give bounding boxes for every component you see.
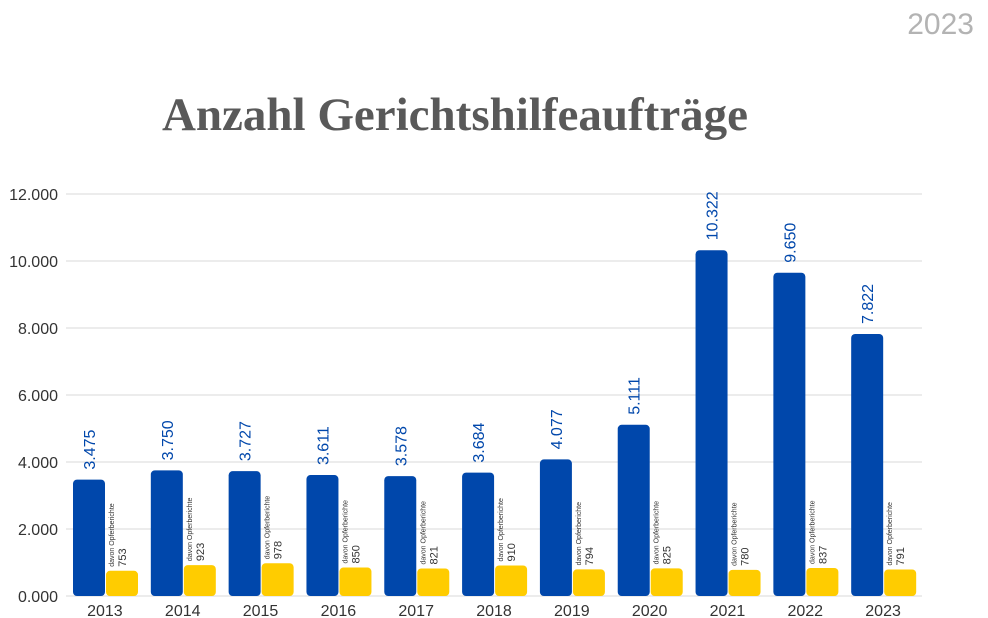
bar-opferberichte-value-label: 923 <box>195 543 207 561</box>
bar-total <box>306 475 339 596</box>
bar-total <box>73 479 105 596</box>
x-tick-label: 2013 <box>87 603 123 618</box>
x-tick-label: 2020 <box>632 603 668 618</box>
bar-opferberichte <box>106 570 138 596</box>
bar-opferberichte-value-label: 791 <box>895 547 907 565</box>
y-tick-label: 4.000 <box>18 455 58 472</box>
bar-total <box>695 250 728 596</box>
bar-opferberichte <box>183 565 216 596</box>
y-tick-label: 2.000 <box>18 522 58 539</box>
bar-opferberichte <box>806 567 839 596</box>
bar-opferberichte <box>417 568 450 596</box>
bar-opferberichte-prefix-label: davon Opferberichte <box>809 500 816 564</box>
y-tick-label: 0.000 <box>18 589 58 606</box>
bar-opferberichte-prefix-label: davon Opferberichte <box>265 496 272 560</box>
bar-total <box>539 459 572 596</box>
bar-total <box>773 272 806 596</box>
bar-total <box>150 470 183 596</box>
bar-total-value-label: 7.822 <box>860 284 877 324</box>
corner-year-label: 2023 <box>907 8 974 41</box>
bar-opferberichte-prefix-label: davon Opferberichte <box>187 498 194 562</box>
bar-opferberichte <box>728 569 761 596</box>
bar-total-value-label: 3.750 <box>160 420 177 460</box>
bar-total-value-label: 3.611 <box>315 426 332 465</box>
bar-opferberichte-prefix-label: davon Opferberichte <box>732 502 739 566</box>
x-tick-label: 2019 <box>554 603 590 618</box>
x-tick-label: 2014 <box>165 603 201 618</box>
bar-total-value-label: 10.322 <box>705 191 722 240</box>
x-tick-label: 2018 <box>476 603 512 618</box>
bar-opferberichte-value-label: 821 <box>428 546 440 564</box>
bar-opferberichte-value-label: 753 <box>117 548 129 566</box>
bar-total <box>617 424 650 596</box>
bar-total <box>228 471 261 596</box>
bar-opferberichte-value-label: 825 <box>662 546 674 564</box>
x-tick-label: 2016 <box>321 603 357 618</box>
x-tick-label: 2017 <box>398 603 434 618</box>
bar-opferberichte-prefix-label: davon Opferberichte <box>576 502 583 566</box>
y-tick-label: 10.000 <box>9 254 58 271</box>
bar-total-value-label: 3.684 <box>471 422 488 462</box>
bar-opferberichte-value-label: 837 <box>817 546 829 564</box>
x-tick-label: 2023 <box>865 603 901 618</box>
bar-total <box>462 472 495 596</box>
bar-opferberichte-prefix-label: davon Opferberichte <box>654 501 661 565</box>
bar-total-value-label: 5.111 <box>627 377 644 415</box>
bar-total <box>384 476 417 596</box>
bar-total-value-label: 3.475 <box>82 429 99 469</box>
bar-opferberichte <box>572 569 605 596</box>
bar-opferberichte-prefix-label: davon Opferberichte <box>109 503 116 567</box>
bar-total-value-label: 3.727 <box>238 421 255 461</box>
bar-total-value-label: 3.578 <box>393 426 410 466</box>
x-tick-label: 2021 <box>710 603 746 618</box>
bar-opferberichte <box>495 565 528 596</box>
bar-total <box>851 333 884 596</box>
bar-opferberichte-prefix-label: davon Opferberichte <box>342 500 349 564</box>
bar-total-value-label: 9.650 <box>782 223 799 263</box>
y-tick-label: 12.000 <box>9 187 58 204</box>
bar-opferberichte-value-label: 780 <box>740 548 752 566</box>
bar-opferberichte <box>339 567 372 596</box>
bar-opferberichte-prefix-label: davon Opferberichte <box>887 502 894 566</box>
bar-opferberichte <box>261 563 294 596</box>
bar-total-value-label: 4.077 <box>549 409 566 449</box>
x-tick-label: 2015 <box>243 603 279 618</box>
bar-opferberichte-prefix-label: davon Opferberichte <box>420 501 427 565</box>
y-tick-label: 6.000 <box>18 388 58 405</box>
bar-opferberichte <box>884 569 917 596</box>
x-tick-label: 2022 <box>787 603 823 618</box>
bar-opferberichte-value-label: 978 <box>273 541 285 559</box>
y-tick-label: 8.000 <box>18 321 58 338</box>
chart-title: Anzahl Gerichtshilfeaufträge <box>161 89 749 141</box>
bar-opferberichte-prefix-label: davon Opferberichte <box>498 498 505 562</box>
bar-opferberichte-value-label: 794 <box>584 547 596 565</box>
bar-opferberichte-value-label: 850 <box>350 545 362 563</box>
bar-opferberichte-value-label: 910 <box>506 543 518 561</box>
bar-opferberichte <box>650 568 683 596</box>
